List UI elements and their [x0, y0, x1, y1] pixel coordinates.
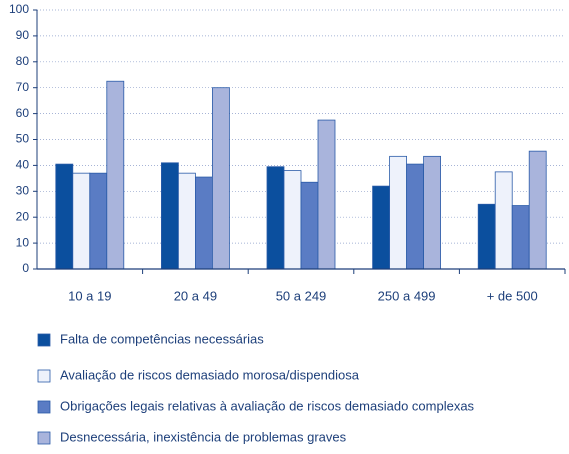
y-tick-label: 40 — [16, 158, 30, 172]
bar — [494, 171, 513, 270]
y-tick-label: 60 — [16, 106, 30, 120]
x-tick-label: 50 a 249 — [276, 288, 327, 303]
bar — [55, 163, 74, 270]
bar — [300, 181, 319, 270]
bar — [511, 205, 530, 270]
bar — [106, 80, 125, 270]
legend-swatch — [37, 369, 51, 383]
y-tick-label: 80 — [16, 54, 30, 68]
y-tick-label: 50 — [16, 132, 30, 146]
bar — [283, 170, 302, 270]
bar — [194, 176, 213, 270]
bar — [266, 166, 285, 270]
bar — [89, 172, 108, 270]
bar — [528, 150, 547, 270]
legend: Falta de competências necessárias Avaliaç… — [37, 331, 475, 445]
bar — [317, 119, 336, 270]
bar — [477, 203, 496, 270]
y-tick-label: 10 — [16, 235, 30, 249]
bar — [160, 162, 179, 270]
legend-swatch — [37, 400, 51, 414]
x-tick-label: 10 a 19 — [68, 288, 111, 303]
bar — [406, 163, 425, 270]
bar — [211, 87, 230, 270]
bar — [177, 172, 196, 270]
legend-label: Obrigações legais relativas à avaliação … — [60, 398, 475, 413]
legend-swatch — [37, 333, 51, 347]
y-tick-label: 70 — [16, 80, 30, 94]
y-tick-label: 0 — [22, 261, 29, 275]
bar — [389, 155, 408, 270]
bar — [423, 155, 442, 270]
y-tick-label: 30 — [16, 183, 30, 197]
bar — [372, 185, 391, 270]
x-tick-label: 20 a 49 — [174, 288, 217, 303]
legend-label: Falta de competências necessárias — [60, 331, 264, 346]
bar — [72, 172, 91, 270]
x-tick-label: + de 500 — [487, 288, 538, 303]
legend-label: Desnecessária, inexistência de problemas… — [60, 429, 347, 444]
x-tick-label: 250 a 499 — [378, 288, 436, 303]
legend-label: Avaliação de riscos demasiado morosa/dis… — [60, 367, 360, 382]
y-tick-label: 100 — [9, 2, 29, 16]
legend-swatch — [37, 431, 51, 445]
y-tick-label: 90 — [16, 28, 30, 42]
y-tick-label: 20 — [16, 209, 30, 223]
